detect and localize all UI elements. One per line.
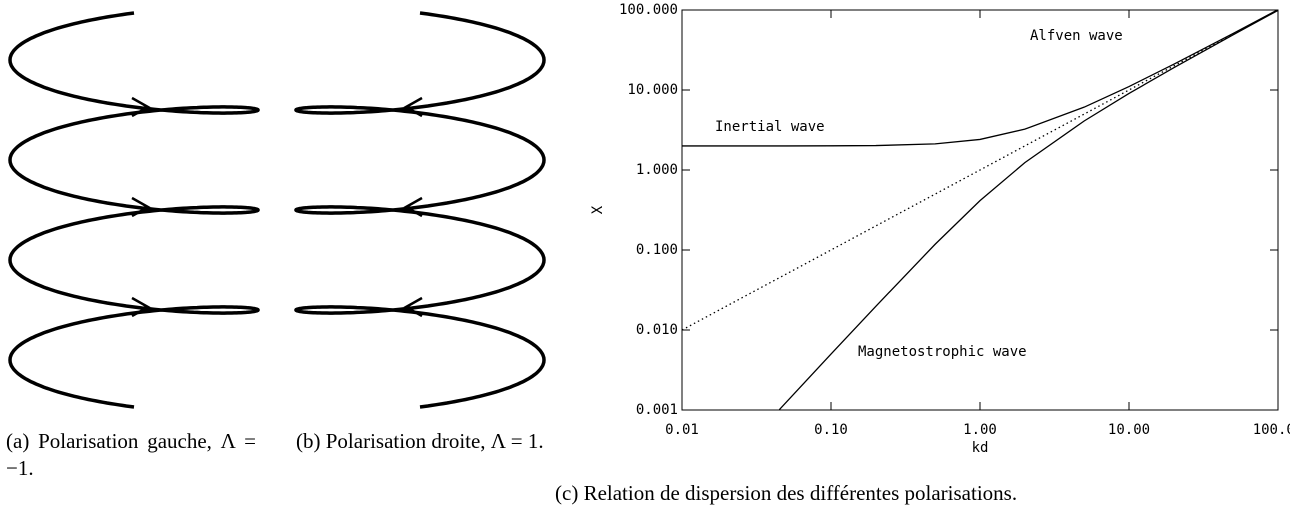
series-label: Magnetostrophic wave (858, 344, 1027, 360)
arrow-head (131, 96, 151, 118)
series-label: Inertial wave (715, 119, 825, 135)
x-tick-label: 0.01 (665, 422, 699, 438)
arrow-head (403, 96, 423, 118)
y-tick-label: 0.100 (636, 242, 678, 258)
y-tick-label: 0.010 (636, 322, 678, 338)
caption-label: (a) (6, 429, 30, 453)
y-tick-label: 10.000 (627, 82, 678, 98)
y-tick-label: 1.000 (636, 162, 678, 178)
x-tick-label: 10.00 (1108, 422, 1150, 438)
helix-diagrams (8, 11, 546, 409)
x-tick-label: 1.00 (963, 422, 997, 438)
series-label: Alfven wave (1030, 28, 1123, 44)
caption-text: Polarisation droite, Λ = 1. (325, 429, 544, 453)
arrow-head (131, 196, 151, 218)
x-tick-label: 100.00 (1253, 422, 1290, 438)
x-axis-label: kd (972, 440, 989, 456)
series-line (682, 10, 1278, 147)
caption-text: Relation de dispersion des différentes p… (583, 481, 1018, 505)
caption-label: (b) (296, 429, 321, 453)
arrow-head (403, 196, 423, 218)
caption-a: (a) Polarisation gauche, Λ = −1. (6, 428, 256, 482)
caption-b: (b) Polarisation droite, Λ = 1. (296, 428, 546, 455)
x-tick-label: 0.10 (814, 422, 848, 438)
y-tick-label: 0.001 (636, 402, 678, 418)
arrow-head (131, 296, 151, 318)
caption-text: Polarisation gauche, Λ = −1. (6, 429, 256, 480)
caption-label: (c) (555, 481, 579, 505)
y-tick-label: 100.000 (619, 2, 678, 18)
y-axis-label: X (590, 205, 606, 214)
series-line (778, 10, 1278, 410)
caption-c: (c) Relation de dispersion des différent… (555, 480, 1285, 507)
helix (8, 11, 260, 409)
arrow-head (403, 296, 423, 318)
helix (294, 11, 546, 409)
series-line (682, 10, 1278, 331)
